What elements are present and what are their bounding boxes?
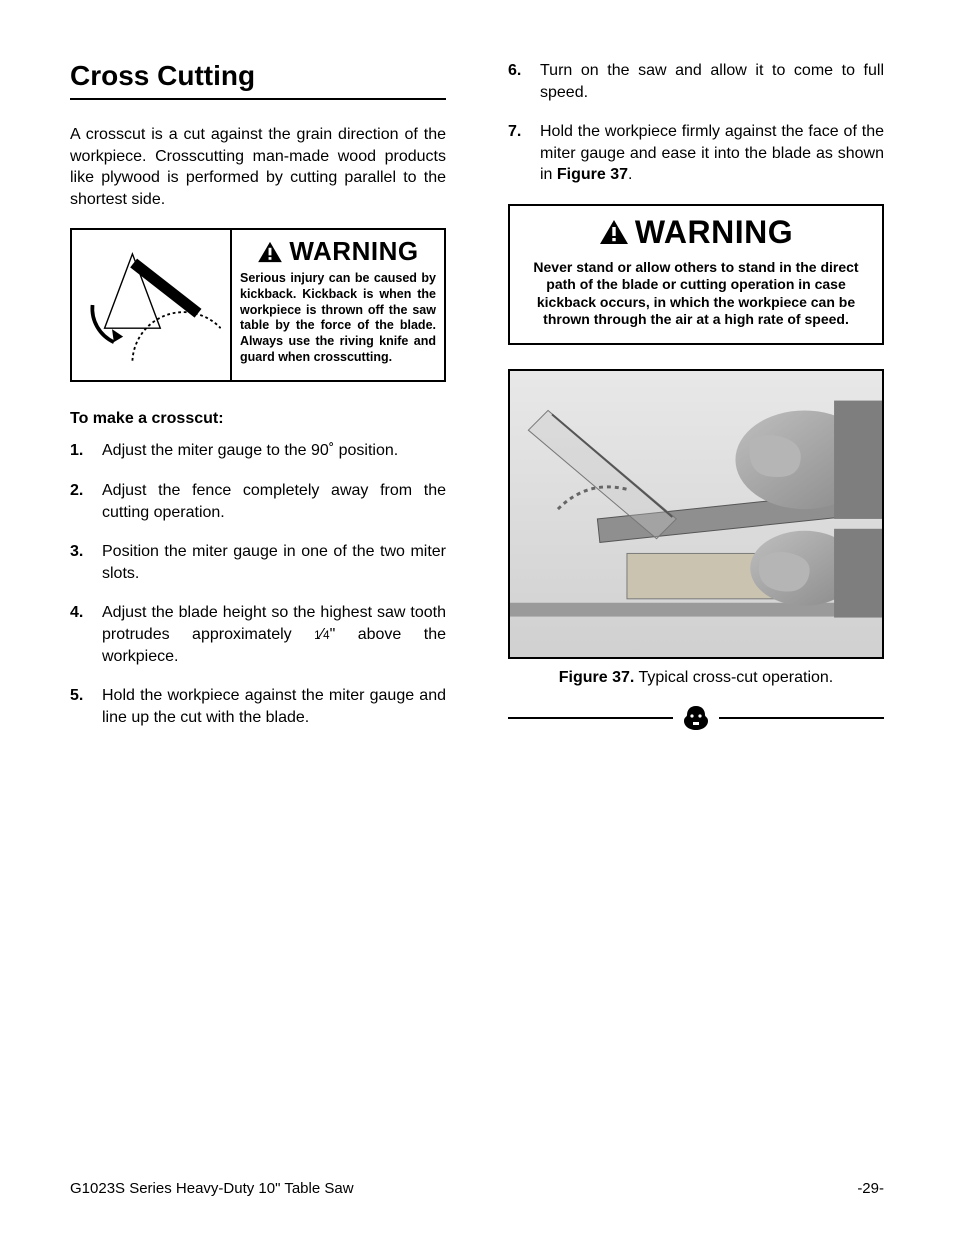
step-4: 4. Adjust the blade height so the highes… — [70, 602, 446, 667]
step-text: Position the miter gauge in one of the t… — [102, 541, 446, 584]
footer-page-number: -29- — [857, 1180, 884, 1197]
bear-icon — [681, 703, 711, 733]
right-column: 6. Turn on the saw and allow it to come … — [508, 60, 884, 746]
warning-heading: WARNING — [240, 236, 436, 267]
figure-label: Figure 37. — [559, 669, 635, 686]
step-6: 6. Turn on the saw and allow it to come … — [508, 60, 884, 103]
step-number: 6. — [508, 60, 530, 82]
warning-right-body: Never stand or allow others to stand in … — [522, 259, 870, 329]
page-footer: G1023S Series Heavy-Duty 10" Table Saw -… — [70, 1180, 884, 1197]
step-text: Turn on the saw and allow it to come to … — [540, 60, 884, 103]
warning-box-right: WARNING Never stand or allow others to s… — [508, 204, 884, 345]
step-number: 5. — [70, 685, 92, 707]
step-number: 2. — [70, 480, 92, 502]
figure-caption-text: Typical cross-cut operation. — [638, 669, 833, 686]
divider-line — [719, 717, 884, 719]
step-2: 2. Adjust the fence completely away from… — [70, 480, 446, 523]
intro-paragraph: A crosscut is a cut against the grain di… — [70, 124, 446, 210]
figure-caption: Figure 37. Typical cross-cut operation. — [508, 669, 884, 687]
warning-icon — [599, 219, 629, 245]
columns: Cross Cutting A crosscut is a cut agains… — [70, 60, 884, 746]
step-3: 3. Position the miter gauge in one of th… — [70, 541, 446, 584]
divider-line — [508, 717, 673, 719]
step-text: Hold the workpiece firmly against the fa… — [540, 121, 884, 186]
step-text: Adjust the miter gauge to the 90˚ positi… — [102, 440, 398, 462]
step-text: Hold the workpiece against the miter gau… — [102, 685, 446, 728]
step-5: 5. Hold the workpiece against the miter … — [70, 685, 446, 728]
page: Cross Cutting A crosscut is a cut agains… — [0, 0, 954, 1235]
warning-heading-text: WARNING — [635, 214, 793, 251]
warning-diagram — [72, 230, 232, 380]
steps-title: To make a crosscut: — [70, 410, 446, 428]
footer-left: G1023S Series Heavy-Duty 10" Table Saw — [70, 1180, 354, 1197]
step-text: Adjust the blade height so the highest s… — [102, 602, 446, 667]
step-7: 7. Hold the workpiece firmly against the… — [508, 121, 884, 186]
section-end-divider — [508, 703, 884, 733]
figure-ref: Figure 37 — [557, 166, 628, 183]
step-number: 7. — [508, 121, 530, 143]
step-text: Adjust the fence completely away from th… — [102, 480, 446, 523]
steps-list: 1. Adjust the miter gauge to the 90˚ pos… — [70, 440, 446, 728]
warning-left-content: WARNING Serious injury can be caused by … — [232, 230, 444, 380]
section-title: Cross Cutting — [70, 60, 446, 92]
figure-photo — [508, 369, 884, 659]
step-number: 4. — [70, 602, 92, 624]
step-number: 3. — [70, 541, 92, 563]
warning-left-body: Serious injury can be caused by kickback… — [240, 271, 436, 365]
step-1: 1. Adjust the miter gauge to the 90˚ pos… — [70, 440, 446, 462]
warning-box-left: WARNING Serious injury can be caused by … — [70, 228, 446, 382]
warning-heading: WARNING — [522, 214, 870, 251]
left-column: Cross Cutting A crosscut is a cut agains… — [70, 60, 446, 746]
warning-icon — [257, 241, 283, 263]
title-rule — [70, 98, 446, 100]
step-number: 1. — [70, 440, 92, 462]
warning-heading-text: WARNING — [289, 236, 418, 267]
